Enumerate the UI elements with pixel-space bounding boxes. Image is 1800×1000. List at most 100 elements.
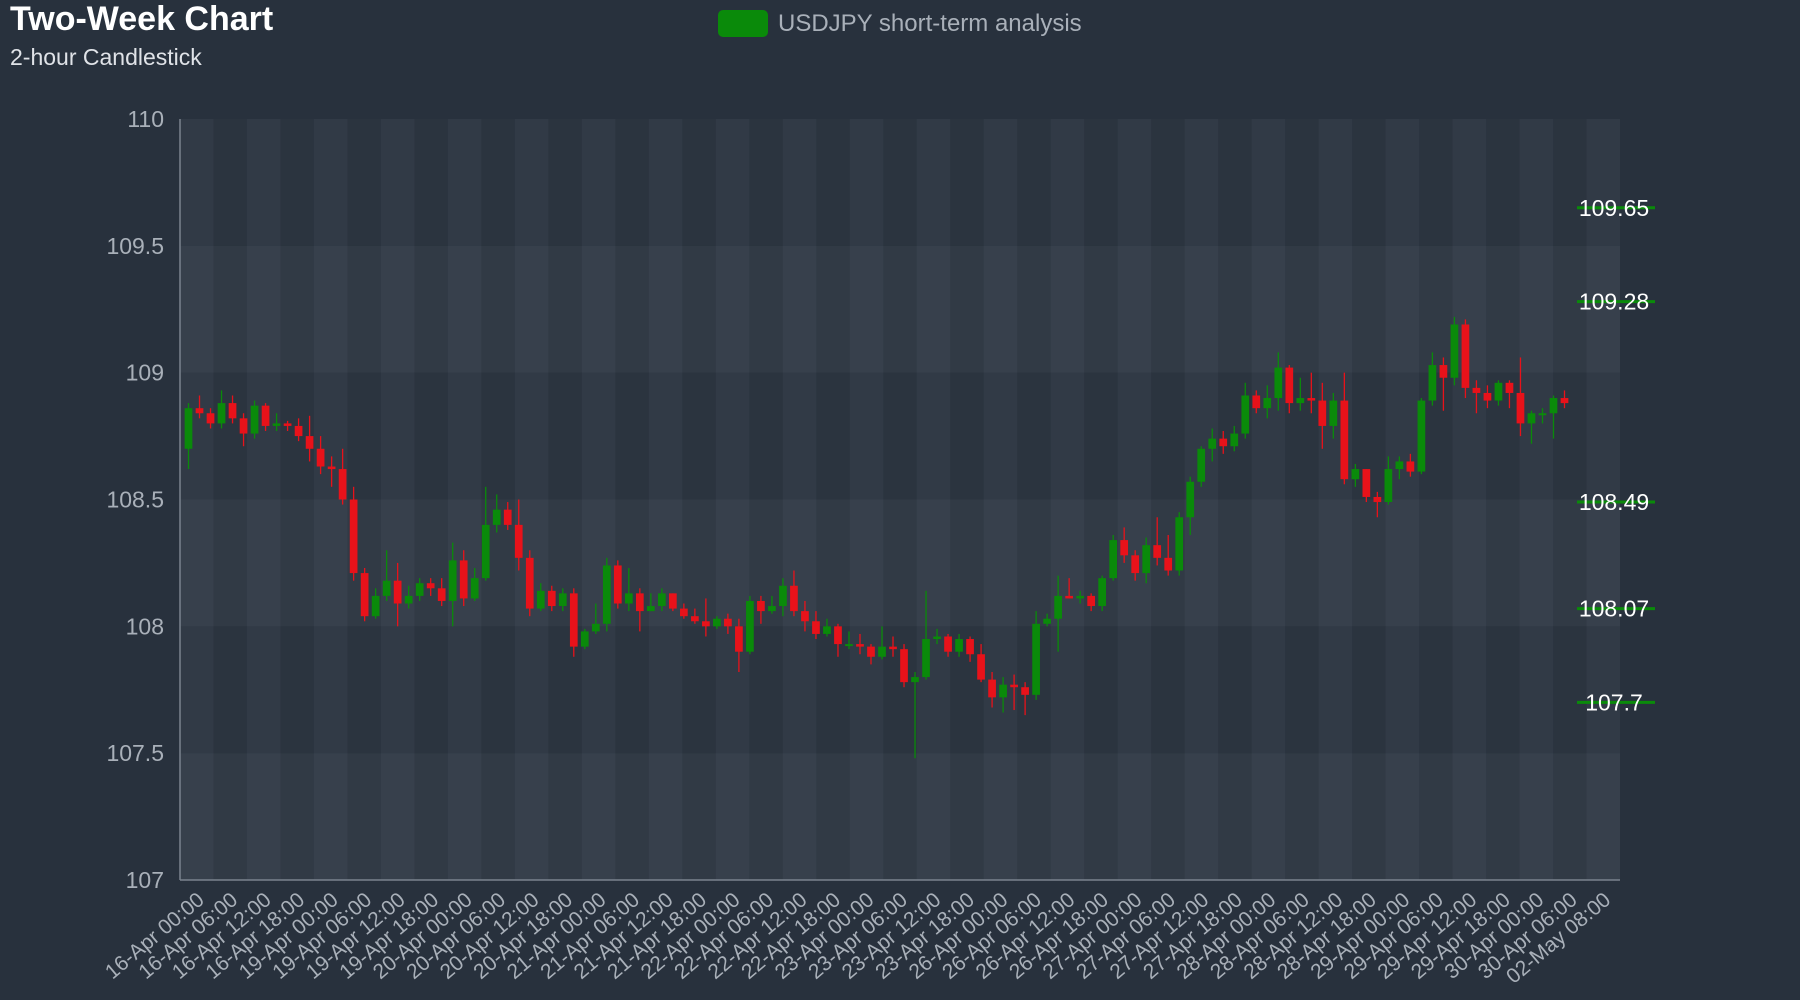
grid-column — [1118, 119, 1151, 880]
candle-body-up — [646, 606, 655, 612]
candle-body-up — [1241, 395, 1250, 434]
grid-band — [180, 372, 1620, 500]
candle-body-down — [1472, 387, 1481, 393]
grid-column — [1486, 119, 1519, 880]
candle-body-up — [1395, 461, 1404, 470]
grid-column — [180, 119, 213, 880]
candle-body-up — [1076, 595, 1084, 599]
candle-body-up — [911, 677, 919, 683]
candle-body-up — [1428, 365, 1437, 401]
level-label: 109.65 — [1579, 195, 1649, 221]
grid-column — [1051, 119, 1084, 880]
candle-body-down — [867, 646, 875, 657]
grid-column — [1453, 119, 1486, 880]
candle-body-down — [459, 560, 468, 599]
candle-body-down — [702, 621, 710, 627]
candle-body-up — [1186, 481, 1195, 518]
candle-body-up — [536, 590, 545, 609]
level-label: 108.49 — [1579, 489, 1649, 515]
candle-body-up — [878, 646, 886, 657]
candle-body-down — [900, 649, 908, 683]
candle-body-down — [1087, 595, 1096, 607]
grid-column — [381, 119, 414, 880]
candle-body-up — [1142, 545, 1151, 574]
grid-column — [1252, 119, 1285, 880]
candle-body-down — [966, 639, 974, 655]
candle-body-up — [999, 684, 1007, 698]
grid-band — [180, 245, 1620, 373]
grid-column — [582, 119, 615, 880]
candle-body-down — [393, 580, 402, 604]
grid-column — [1319, 119, 1352, 880]
candle-body-down — [1439, 365, 1448, 378]
y-tick-label: 109 — [126, 360, 164, 386]
candle-body-up — [371, 595, 380, 617]
y-tick-label: 107 — [126, 867, 164, 893]
candle-body-down — [1065, 595, 1073, 599]
candle-body-up — [823, 626, 831, 634]
grid-column — [816, 119, 849, 880]
candle-body-up — [922, 639, 930, 678]
candle-body-down — [724, 618, 732, 627]
candle-body-down — [1164, 557, 1173, 571]
level-label: 107.7 — [1585, 689, 1643, 715]
y-tick-label: 110 — [127, 106, 164, 132]
candle-body-up — [657, 593, 666, 607]
candle-body-down — [338, 469, 347, 500]
candle-body-down — [1153, 545, 1162, 558]
candle-body-down — [988, 679, 996, 698]
candle-body-down — [691, 616, 699, 622]
candle-body-up — [1450, 324, 1459, 378]
grid-column — [1151, 119, 1184, 880]
chart-subtitle: 2-hour Candlestick — [10, 44, 202, 70]
candle-body-up — [1494, 382, 1503, 401]
candle-body-down — [1219, 438, 1228, 447]
candle-body-up — [492, 509, 501, 525]
grid-column — [783, 119, 816, 880]
candle-body-down — [790, 585, 798, 612]
candle-body-down — [283, 423, 292, 426]
candle-body-up — [1032, 623, 1040, 695]
candle-body-down — [735, 626, 743, 652]
candle-body-down — [327, 466, 336, 470]
candle-body-up — [580, 631, 589, 647]
y-tick-label: 108 — [126, 613, 164, 639]
candle-body-down — [503, 509, 512, 525]
candle-body-up — [591, 623, 600, 632]
candle-body-down — [613, 565, 622, 604]
candle-body-up — [184, 408, 193, 449]
candle-body-up — [1230, 433, 1239, 447]
candle-body-up — [404, 595, 413, 604]
candle-body-up — [845, 644, 853, 647]
candle-body-up — [1296, 398, 1305, 404]
grid-column — [917, 119, 950, 880]
grid-column — [1218, 119, 1251, 880]
candle-body-up — [448, 560, 457, 601]
candle-body-down — [635, 593, 644, 612]
grid-column — [1520, 119, 1553, 880]
candle-body-up — [1208, 438, 1217, 449]
legend-label[interactable]: USDJPY short-term analysis — [778, 10, 1082, 37]
candle-body-down — [1560, 398, 1569, 404]
candle-body-down — [944, 636, 952, 652]
candle-body-down — [812, 621, 820, 634]
candle-body-up — [624, 593, 633, 604]
grid-column — [448, 119, 481, 880]
candle-body-up — [1549, 398, 1558, 414]
candle-body-up — [1098, 578, 1107, 607]
candle-body-up — [470, 578, 479, 599]
candle-body-up — [768, 606, 776, 612]
candle-body-down — [1406, 461, 1415, 472]
legend-swatch[interactable] — [718, 10, 768, 37]
grid-column — [682, 119, 715, 880]
candle-body-down — [195, 408, 204, 414]
candle-body-down — [977, 654, 985, 680]
candle-body-up — [602, 565, 611, 624]
candle-body-up — [1263, 398, 1272, 409]
candle-body-up — [481, 524, 490, 579]
candle-body-down — [349, 499, 358, 574]
candle-body-down — [1373, 496, 1382, 503]
grid-column — [481, 119, 514, 880]
candle-body-down — [680, 608, 688, 617]
